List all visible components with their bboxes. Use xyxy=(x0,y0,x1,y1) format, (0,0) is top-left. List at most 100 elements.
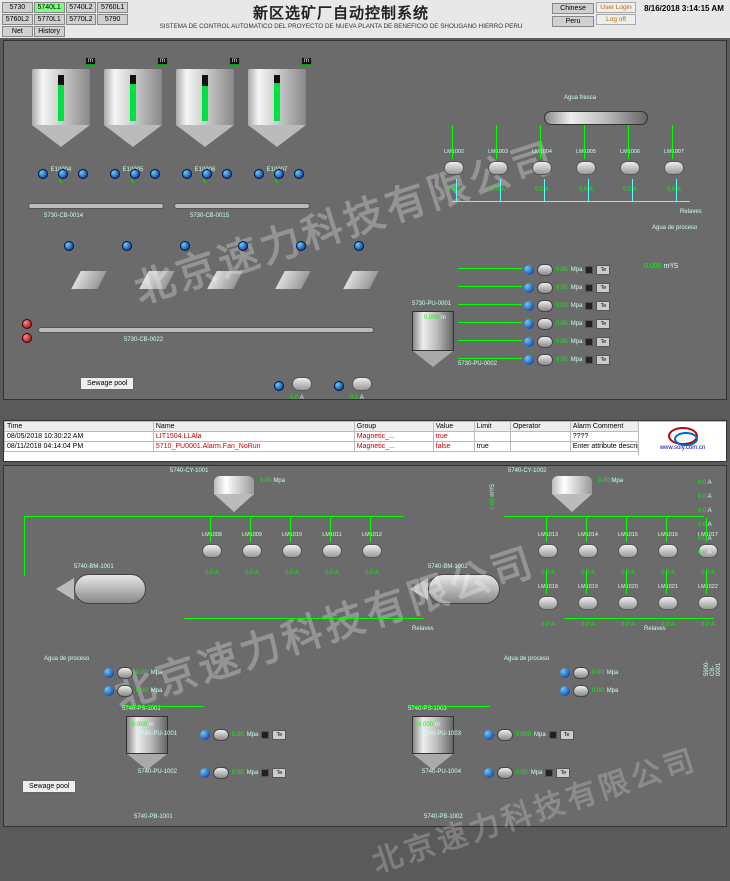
nav-5730[interactable]: 5730 xyxy=(2,2,33,13)
pump-valve-icon[interactable] xyxy=(524,265,534,275)
mid-valve-2[interactable] xyxy=(180,241,190,251)
relaves-bot: Relaves xyxy=(412,626,434,632)
alarm-panel: TimeNameGroupValueLimitOperatorAlarm Com… xyxy=(3,420,727,462)
cyclone-2-val: 0.00 Mpa xyxy=(598,478,623,484)
bin-E10005-valve-1[interactable] xyxy=(130,169,140,179)
pump-motor-icon xyxy=(537,264,553,276)
pump-te-button[interactable]: Te xyxy=(596,337,610,347)
alarm-col-0[interactable]: Time xyxy=(5,422,154,432)
bin-E10004-valve-2[interactable] xyxy=(78,169,88,179)
mid-valve-3[interactable] xyxy=(238,241,248,251)
mid-valve-4[interactable] xyxy=(296,241,306,251)
pu-tank-1-level: 0.000 m xyxy=(424,315,446,321)
nav-net[interactable]: Net xyxy=(2,26,33,37)
alarm-col-4[interactable]: Limit xyxy=(474,422,510,432)
nav-5770l1[interactable]: 5770L1 xyxy=(34,14,65,25)
pump-te-button[interactable]: Te xyxy=(596,301,610,311)
pump-te-button[interactable]: Te xyxy=(596,355,610,365)
bin-amps: L xyxy=(176,179,234,185)
te-button[interactable]: Te xyxy=(560,730,574,740)
lang-peru-button[interactable]: Peru xyxy=(552,16,594,27)
side-amp-0: 0.0 A xyxy=(698,480,712,486)
bottom-pump-valve-1[interactable] xyxy=(274,381,284,391)
agua-pump-1: 0.00Mpa xyxy=(104,684,184,698)
valve-icon[interactable] xyxy=(104,686,114,696)
stop-valve-1[interactable] xyxy=(22,319,32,329)
nav-5740l1[interactable]: 5740L1 xyxy=(34,2,65,13)
pump-valve-icon[interactable] xyxy=(524,319,534,329)
alarm-col-1[interactable]: Name xyxy=(153,422,354,432)
motor-icon xyxy=(213,767,229,779)
pump-te-button[interactable]: Te xyxy=(596,319,610,329)
logoff-button[interactable]: Log off xyxy=(596,14,636,25)
mixerL-pipe-0 xyxy=(210,518,211,542)
mid-valve-1[interactable] xyxy=(122,241,132,251)
vendor-logo: www.soly.com.cn xyxy=(638,422,726,456)
clock: 8/16/2018 3:14:15 AM xyxy=(638,0,730,38)
bin-E10005-valve-2[interactable] xyxy=(150,169,160,179)
mid-valve-0[interactable] xyxy=(64,241,74,251)
pu-tank-1-cone xyxy=(413,351,453,367)
nav-5770l2[interactable]: 5770L2 xyxy=(66,14,97,25)
nav-5790[interactable]: 5790 xyxy=(97,14,128,25)
alarm-col-3[interactable]: Value xyxy=(433,422,474,432)
valve-icon[interactable] xyxy=(200,730,210,740)
bottom-pump-valve-2[interactable] xyxy=(334,381,344,391)
bin-E10004-valve-0[interactable] xyxy=(38,169,48,179)
bin-E10006-valve-2[interactable] xyxy=(222,169,232,179)
bin-E10005-valve-0[interactable] xyxy=(110,169,120,179)
pump-feed-1 xyxy=(458,286,522,287)
nav-5740l2[interactable]: 5740L2 xyxy=(66,2,97,13)
te-button[interactable]: Te xyxy=(272,768,286,778)
bin-E10007-valve-1[interactable] xyxy=(274,169,284,179)
pu-pump-5740-PU-1003: 0.000MpaTe xyxy=(484,728,594,742)
pump-te-button[interactable]: Te xyxy=(596,265,610,275)
login-column: User Login Log off xyxy=(594,0,638,38)
pu-pump-tag-2: 5740-PU-1003 xyxy=(422,731,461,737)
title-block: 新区选矿厂自动控制系统 SISTEMA DE CONTROL AUTOMATIC… xyxy=(130,0,552,38)
pump-valve-icon[interactable] xyxy=(524,301,534,311)
bin-E10004-valve-1[interactable] xyxy=(58,169,68,179)
pipe-2 xyxy=(204,516,404,517)
pump-row-2: 0.00MpaTe xyxy=(524,299,634,313)
valve-icon[interactable] xyxy=(484,768,494,778)
pump-valve-icon[interactable] xyxy=(524,283,534,293)
nav-history[interactable]: History xyxy=(34,26,65,37)
te-button[interactable]: Te xyxy=(556,768,570,778)
user-login-button[interactable]: User Login xyxy=(596,2,636,13)
lang-chinese-button[interactable]: Chinese xyxy=(552,3,594,14)
chute-1 xyxy=(71,271,107,289)
bin-E10006-valve-1[interactable] xyxy=(202,169,212,179)
bin-E10007-valve-0[interactable] xyxy=(254,169,264,179)
stop-valve-2[interactable] xyxy=(22,333,32,343)
alarm-row[interactable]: 08/11/2018 04:14:04 PM5710_PU0001.Alarm.… xyxy=(5,442,726,452)
nav-5760l1[interactable]: 5760L1 xyxy=(97,2,128,13)
valve-icon[interactable] xyxy=(104,668,114,678)
alarm-table[interactable]: TimeNameGroupValueLimitOperatorAlarm Com… xyxy=(4,421,726,452)
mid-valve-5[interactable] xyxy=(354,241,364,251)
pump-valve-icon[interactable] xyxy=(524,337,534,347)
mixer-LM1002: LM10020.0 A xyxy=(442,161,466,185)
mixer-pipe-cy-5 xyxy=(676,179,677,201)
valve-icon[interactable] xyxy=(560,668,570,678)
valve-icon[interactable] xyxy=(200,768,210,778)
title-es: SISTEMA DE CONTROL AUTOMATICO DEL PROYEC… xyxy=(130,23,552,30)
valve-icon[interactable] xyxy=(484,730,494,740)
bin-amps: L xyxy=(32,179,90,185)
valve-icon[interactable] xyxy=(560,686,570,696)
bin-E10006-valve-0[interactable] xyxy=(182,169,192,179)
alarm-col-2[interactable]: Group xyxy=(354,422,433,432)
vendor-url: www.soly.com.cn xyxy=(660,445,706,451)
nav-grid: 57305740L15740L25760L1 5760L25770L15770L2… xyxy=(0,0,130,38)
pump-te-button[interactable]: Te xyxy=(596,283,610,293)
pump-valve-icon[interactable] xyxy=(524,355,534,365)
alarm-row[interactable]: 08/05/2018 10:30:22 AMLIT1504.LLAlaMagne… xyxy=(5,432,726,442)
te-button[interactable]: Te xyxy=(272,730,286,740)
ps-tank-2-cone xyxy=(413,754,453,770)
pipe-1 xyxy=(24,516,25,576)
bin-E10007-valve-2[interactable] xyxy=(294,169,304,179)
nav-5760l2[interactable]: 5760L2 xyxy=(2,14,33,25)
header-bar: 57305740L15740L25760L1 5760L25770L15770L2… xyxy=(0,0,730,38)
alarm-col-5[interactable]: Operator xyxy=(510,422,570,432)
mixerL-pipe-1 xyxy=(250,518,251,542)
